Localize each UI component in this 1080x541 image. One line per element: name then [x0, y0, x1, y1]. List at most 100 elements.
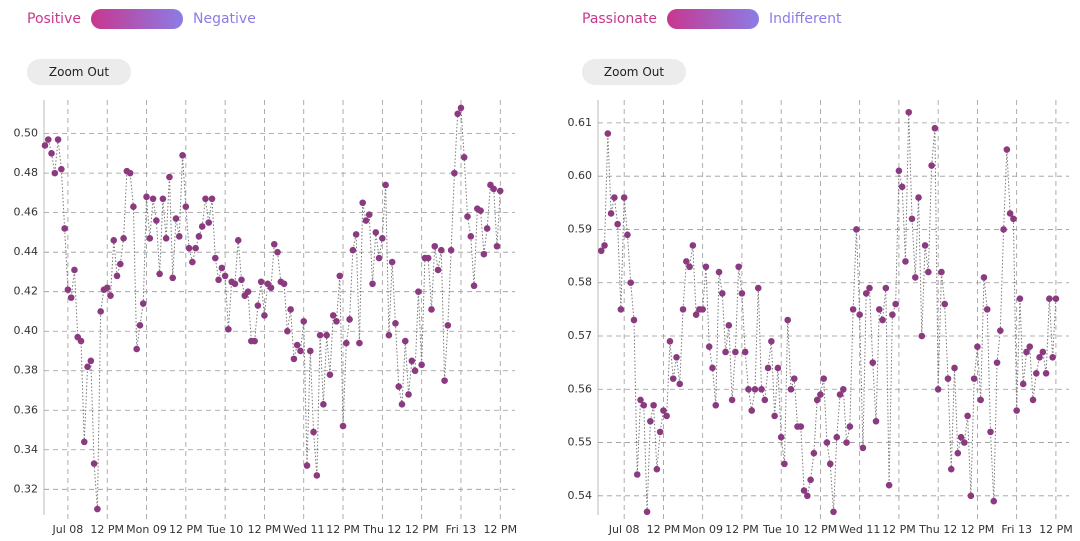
- data-point: [97, 308, 104, 315]
- data-point: [172, 215, 180, 222]
- data-point: [768, 338, 775, 345]
- data-point: [297, 347, 304, 355]
- data-point: [980, 274, 988, 281]
- scale-low: Passionate: [582, 11, 657, 27]
- data-point: [1039, 348, 1047, 356]
- data-point: [136, 321, 144, 329]
- data-point: [941, 300, 949, 308]
- y-tick-label: 0.48: [14, 166, 39, 179]
- data-point: [653, 465, 661, 473]
- data-point: [925, 268, 932, 276]
- data-point: [889, 311, 896, 318]
- y-tick-label: 0.59: [568, 222, 593, 235]
- data-point: [722, 348, 729, 356]
- data-point: [993, 359, 1001, 366]
- data-point: [1032, 369, 1040, 377]
- data-point: [911, 274, 919, 281]
- data-point: [817, 391, 824, 398]
- data-point: [807, 476, 814, 484]
- data-point: [895, 167, 903, 175]
- data-point: [856, 311, 863, 318]
- data-point: [843, 439, 850, 446]
- scale-legend: Passionate Indifferent: [582, 8, 841, 30]
- scale-gradient: [90, 9, 183, 29]
- data-point: [293, 341, 301, 349]
- data-point: [928, 162, 935, 169]
- data-point: [189, 258, 196, 266]
- data-point: [957, 433, 965, 441]
- data-point: [800, 487, 808, 494]
- data-point: [61, 225, 68, 232]
- data-point: [692, 311, 700, 318]
- data-point: [601, 242, 608, 249]
- data-point: [257, 278, 265, 286]
- data-point: [175, 233, 183, 240]
- x-tick-label: 12 PM: [483, 523, 517, 536]
- data-point: [990, 497, 998, 505]
- data-point: [441, 377, 448, 384]
- data-point: [840, 385, 847, 393]
- data-point: [454, 110, 461, 118]
- data-point: [732, 348, 739, 356]
- data-point: [87, 357, 95, 365]
- data-point: [764, 364, 772, 372]
- y-tick-label: 0.60: [568, 169, 593, 182]
- data-point: [709, 364, 716, 372]
- scale-legend: Positive Negative: [27, 8, 256, 30]
- data-point: [382, 181, 389, 189]
- data-point: [58, 165, 65, 173]
- data-point: [679, 306, 687, 313]
- data-point: [702, 263, 710, 271]
- data-point: [346, 316, 353, 323]
- y-tick-label: 0.46: [14, 206, 39, 219]
- data-point: [405, 391, 412, 398]
- data-point: [974, 343, 981, 350]
- x-tick-label: 12 PM: [326, 523, 360, 536]
- zoom-out-button[interactable]: Zoom Out: [582, 59, 686, 85]
- data-point: [699, 306, 706, 313]
- data-point: [715, 268, 723, 276]
- data-point: [225, 325, 232, 333]
- data-point: [872, 417, 880, 425]
- data-point: [830, 508, 837, 516]
- data-point: [431, 242, 439, 250]
- data-point: [604, 130, 612, 137]
- data-point: [205, 219, 213, 226]
- data-point: [735, 263, 742, 271]
- zoom-out-button[interactable]: Zoom Out: [27, 59, 131, 85]
- data-point: [784, 316, 792, 324]
- data-point: [388, 258, 396, 266]
- x-tick-label: Thu 12: [362, 523, 401, 536]
- data-point: [244, 288, 252, 295]
- y-tick-label: 0.42: [14, 285, 39, 298]
- data-point: [961, 439, 968, 446]
- data-point: [192, 244, 199, 252]
- data-point: [846, 423, 854, 430]
- data-point: [669, 375, 677, 382]
- panel: Passionate Indifferent Zoom Out 0.54 0.55…: [540, 0, 1080, 541]
- data-point: [954, 449, 962, 457]
- data-point: [781, 460, 788, 468]
- y-tick-label: 0.38: [14, 364, 39, 377]
- data-point: [434, 266, 442, 274]
- data-point: [771, 412, 778, 420]
- data-point: [496, 187, 504, 195]
- y-tick-label: 0.57: [568, 329, 593, 342]
- y-tick-label: 0.58: [568, 276, 593, 289]
- data-point: [398, 401, 406, 408]
- data-point: [614, 220, 621, 228]
- x-tick-label: Mon 09: [682, 523, 723, 536]
- y-tick-label: 0.32: [14, 482, 39, 495]
- data-point: [467, 233, 475, 240]
- data-point: [424, 254, 432, 262]
- data-point: [343, 339, 350, 347]
- x-tick-label: Fri 13: [446, 523, 477, 536]
- data-point: [153, 217, 160, 224]
- data-point: [718, 290, 726, 297]
- data-point: [754, 284, 762, 292]
- panel: Positive Negative Zoom Out 0.32 0.34 0.36 0…: [14, 8, 517, 536]
- x-tick-label: Thu 12: [918, 523, 957, 536]
- data-point: [267, 284, 275, 292]
- x-tick-label: 12 PM: [405, 523, 439, 536]
- data-point: [202, 195, 209, 203]
